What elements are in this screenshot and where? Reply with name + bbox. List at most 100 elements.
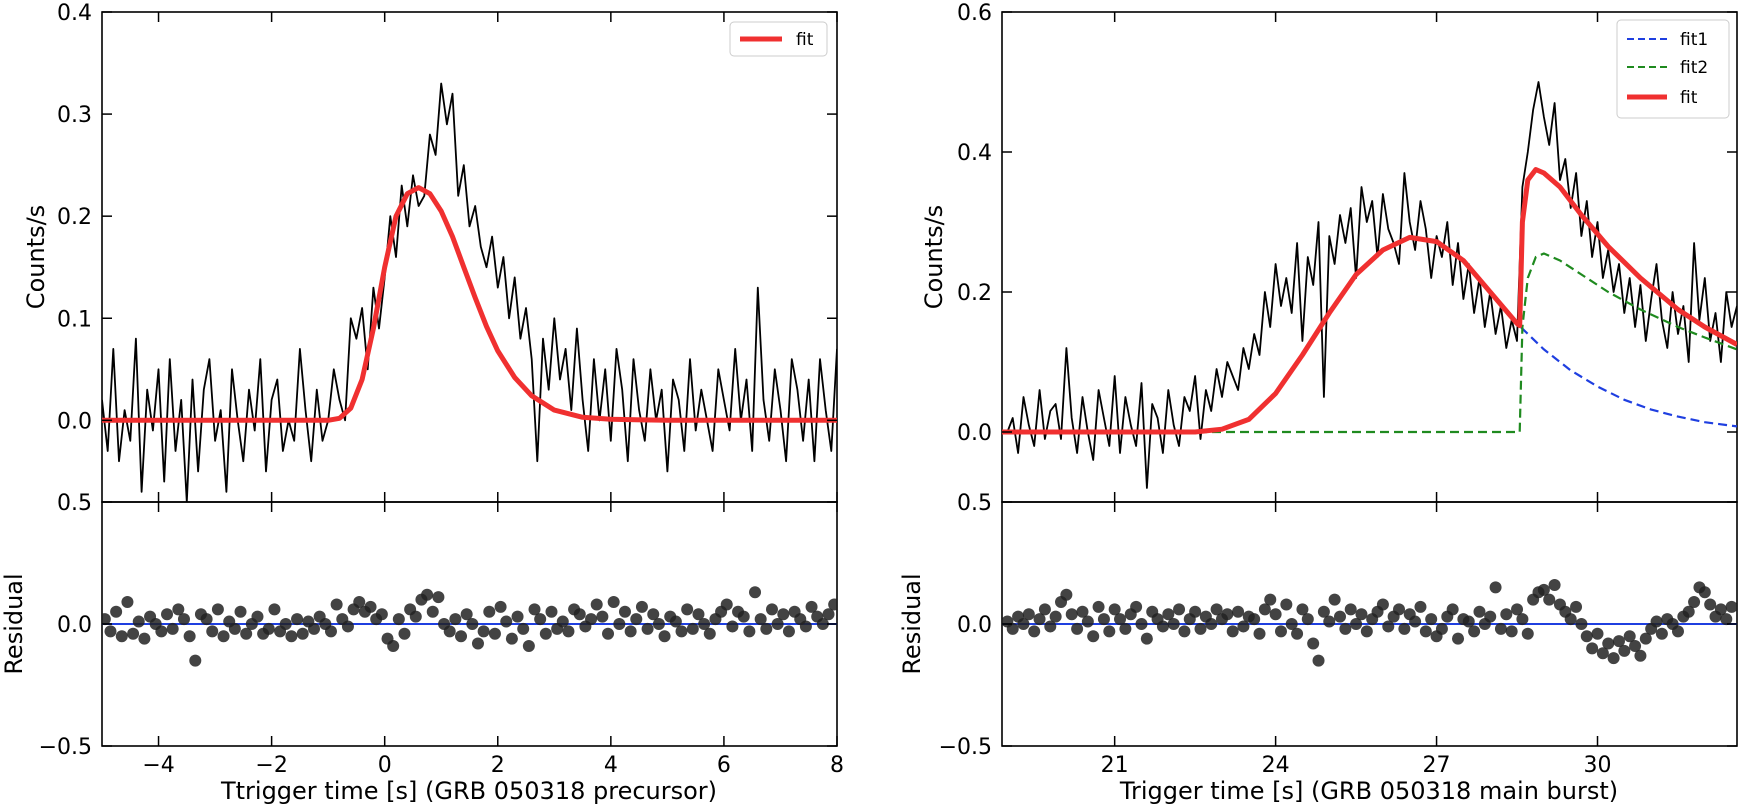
- left-residual-xtick-label: −4: [142, 753, 174, 778]
- left-residual-point: [534, 613, 547, 626]
- left-residual-point: [822, 608, 835, 621]
- right-residual-point: [1629, 639, 1642, 652]
- right-residual-point: [1296, 603, 1309, 616]
- left-residual-point: [409, 610, 422, 623]
- left-residual-point: [200, 613, 213, 626]
- left-counts-ytick-label: 0.4: [57, 1, 92, 26]
- left-counts-panel: 0.0 0.1 0.2 0.3 0.4 fit Counts/s: [22, 1, 838, 503]
- left-residual-point: [737, 610, 750, 623]
- right-legend-fit-label: fit: [1680, 88, 1698, 108]
- right-residual-point: [1092, 600, 1105, 613]
- left-residual-point: [466, 618, 479, 630]
- right-residual-point: [1049, 610, 1062, 623]
- right-counts-fit2-line: [1002, 252, 1737, 434]
- left-counts-ytick-label: 0.0: [57, 409, 92, 434]
- left-residual-point: [556, 615, 569, 628]
- right-residual-point: [1006, 622, 1019, 635]
- left-residual-point: [279, 618, 292, 630]
- left-residual-xtick-label: 4: [604, 753, 618, 778]
- left-residual-point: [296, 627, 309, 640]
- left-residual-point: [183, 630, 196, 643]
- right-counts-marks: [1002, 81, 1737, 489]
- left-residual-point: [132, 615, 145, 628]
- left-residual-point: [545, 605, 558, 618]
- right-residual-point: [1462, 615, 1475, 628]
- left-residual-point: [460, 608, 473, 621]
- left-residual-point: [211, 603, 224, 616]
- left-residual-point: [455, 630, 468, 643]
- left-residual-point: [771, 618, 784, 630]
- left-residual-point: [602, 627, 615, 640]
- left-residual-point: [777, 608, 790, 621]
- right-counts-ytick-label: 0.2: [957, 281, 992, 306]
- left-residual-point: [426, 605, 439, 618]
- right-residual-plot-area: [1002, 578, 1737, 667]
- right-legend-box: [1616, 19, 1730, 119]
- left-residual-point: [517, 622, 530, 635]
- left-residual-point: [398, 627, 411, 640]
- left-residual-point: [268, 603, 281, 616]
- left-residual-point: [308, 622, 321, 635]
- right-residual-point: [1097, 613, 1110, 626]
- left-residual-point: [760, 622, 773, 635]
- right-residual-point: [1269, 608, 1282, 621]
- right-residual-point: [1704, 598, 1717, 611]
- right-residual-point: [1688, 596, 1701, 609]
- left-residual-point: [387, 639, 400, 652]
- right-residual-point: [1548, 578, 1561, 591]
- right-residual-point: [1071, 622, 1084, 635]
- left-residual-point: [127, 627, 140, 640]
- left-residual-point: [155, 625, 168, 638]
- right-residual-point: [1226, 625, 1239, 638]
- right-residual-point: [1468, 625, 1481, 638]
- right-counts-ytick-label: 0.6: [957, 1, 992, 26]
- right-residual-point: [1232, 605, 1245, 618]
- left-residual-xtick-label: 2: [491, 753, 505, 778]
- right-residual-point: [1360, 625, 1373, 638]
- left-residual-ytick-label: 0.0: [57, 613, 92, 638]
- left-counts-data-line: [102, 82, 837, 502]
- right-residual-point: [1639, 632, 1652, 645]
- right-residual-point: [1173, 603, 1186, 616]
- right-residual-point: [1393, 603, 1406, 616]
- right-residual-point: [1409, 615, 1422, 628]
- left-counts-ticks: 0.0 0.1 0.2 0.3 0.4: [57, 1, 838, 502]
- right-residual-point: [1564, 613, 1577, 626]
- right-residual-point: [1301, 613, 1314, 626]
- left-residual-ytick-label: −0.5: [39, 735, 92, 760]
- right-residual-panel: 21 24 27 30 −0.5 0.0 0.5 Residual Trigger time…: [898, 491, 1738, 805]
- left-residual-point: [291, 613, 304, 626]
- right-residual-point: [1725, 600, 1737, 613]
- right-residual-point: [1237, 620, 1250, 633]
- left-residual-point: [477, 625, 490, 638]
- left-residual-xtick-label: −2: [255, 753, 287, 778]
- right-residual-point: [1285, 618, 1298, 630]
- left-residual-point: [161, 608, 174, 621]
- right-residual-point: [1280, 598, 1293, 611]
- left-counts-plot-area: [102, 82, 837, 502]
- left-residual-point: [765, 603, 778, 616]
- right-residual-point: [1484, 610, 1497, 623]
- left-residual-point: [110, 605, 123, 618]
- right-residual-point: [1205, 618, 1218, 630]
- left-residual-point: [681, 603, 694, 616]
- left-residual-point: [669, 615, 682, 628]
- right-residual-point: [1473, 605, 1486, 618]
- left-residual-point: [483, 605, 496, 618]
- left-residual-point: [652, 618, 665, 630]
- right-residual-point: [1419, 625, 1432, 638]
- right-residual-xtick-label: 27: [1423, 753, 1451, 778]
- right-residual-point: [1140, 632, 1153, 645]
- right-residual-point: [1119, 622, 1132, 635]
- right-counts-ylabel: Counts/s: [920, 205, 948, 309]
- right-residual-point: [1516, 613, 1529, 626]
- left-residual-plot-area: [102, 586, 837, 667]
- left-legend-fit-label: fit: [796, 30, 814, 50]
- right-residual-ytick-label: −0.5: [939, 735, 992, 760]
- right-residual-point: [1618, 644, 1631, 657]
- right-legend: fit1 fit2 fit: [1616, 19, 1730, 119]
- right-residual-point: [1596, 647, 1609, 660]
- left-residual-point: [234, 605, 247, 618]
- left-residual-point: [166, 622, 179, 635]
- left-residual-point: [206, 625, 219, 638]
